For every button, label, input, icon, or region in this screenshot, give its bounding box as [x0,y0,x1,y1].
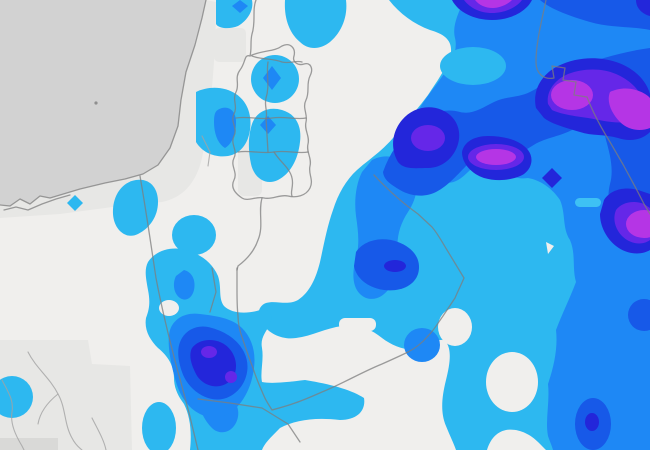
dry-hole [438,308,472,346]
road [201,135,211,167]
district-line [235,116,307,120]
road [37,393,59,425]
precip-contour [142,402,176,450]
dry-hole [221,278,251,310]
precip-contour [0,376,33,418]
precip-core [232,0,248,13]
bottom-shade-strip [0,438,58,450]
district-line [236,197,263,271]
border-egypt [139,175,199,450]
precip-core [476,149,516,165]
precip-contour [628,299,650,331]
border-jordan [236,174,465,411]
border-south-segment [197,398,301,443]
district-outline [232,0,313,201]
road [91,417,107,450]
district-line [209,267,217,313]
precip-contour [67,195,83,211]
precip-contour [172,215,216,255]
precip-core [542,168,562,188]
light-dash [575,198,601,207]
precip-core [475,0,512,8]
precip-core [551,80,593,110]
north-shade-patch [214,28,246,62]
dry-hole [486,352,538,412]
precip-core [626,210,650,238]
precip-contour [540,0,650,30]
coastal-shade-strip [0,0,216,218]
road-lines [1,135,211,450]
precip-contour [404,328,440,362]
precip-core [173,270,195,300]
lagoon-line [3,194,71,211]
precip-contour [248,108,301,183]
light-patch [440,47,506,85]
precip-core [214,107,236,148]
southwest-shade-block [0,340,132,450]
precip-core [384,260,406,272]
district-line [251,55,303,64]
district-line [273,151,294,197]
precip-level-6 [475,0,650,238]
dry-hole [546,242,554,254]
dry-hole [339,318,376,331]
sea-mark-dot [94,101,98,105]
sea-area [0,0,206,206]
precip-contour [112,179,158,236]
coastline [0,0,207,207]
district-line [265,117,269,153]
dry-hole [159,300,179,316]
precip-core [260,116,276,134]
precip-contour [636,0,650,16]
district-line [264,61,269,119]
border-northeast [535,0,650,215]
precip-core [201,346,217,358]
road [1,379,25,450]
precip-core [608,88,650,130]
precip-contour [284,0,347,48]
precip-contour [411,125,445,151]
land-shading [0,0,262,450]
precip-core [225,371,237,383]
precip-accents [440,47,601,207]
road [27,351,83,450]
precip-core [585,413,599,431]
